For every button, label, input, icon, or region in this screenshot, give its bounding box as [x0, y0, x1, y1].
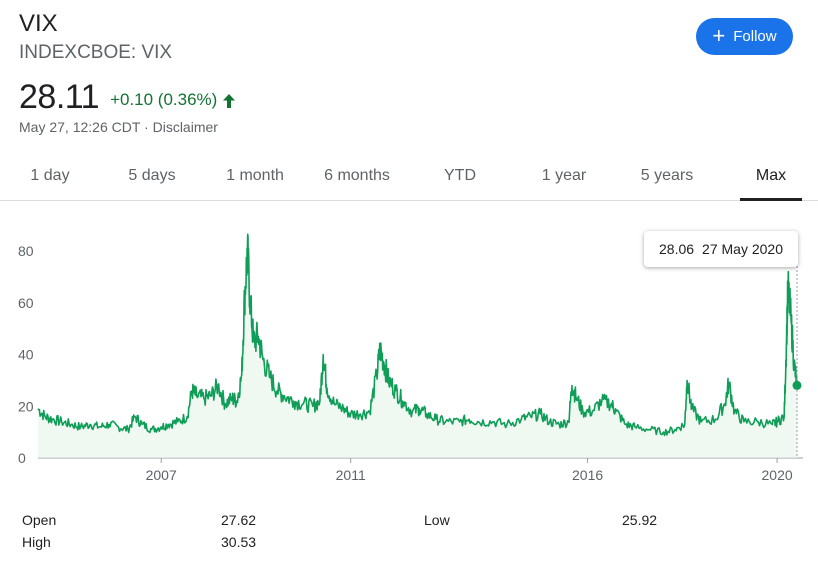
- y-tick-label: 20: [18, 398, 34, 414]
- open-value: 27.62: [221, 512, 257, 528]
- follow-label: Follow: [733, 28, 777, 45]
- separator: ·: [144, 119, 149, 135]
- series-line: [37, 233, 798, 437]
- y-tick-label: 80: [18, 243, 34, 259]
- x-tick-label: 2011: [336, 467, 366, 483]
- plus-icon: +: [712, 22, 726, 48]
- x-tick-label: 2007: [146, 467, 177, 483]
- x-tick-label: 2016: [572, 467, 603, 483]
- tab-5-years[interactable]: 5 years: [640, 167, 694, 184]
- price-change: +0.10 (0.36%): [110, 90, 218, 109]
- price-meta: May 27, 12:26 CDT · Disclaimer: [19, 119, 218, 135]
- follow-button[interactable]: + Follow: [696, 18, 793, 55]
- high-value: 30.53: [221, 534, 257, 550]
- price-row: 28.11 +0.10 (0.36%): [19, 78, 236, 117]
- y-tick-label: 0: [18, 450, 26, 466]
- series-area: [38, 234, 797, 458]
- tab-5-days[interactable]: 5 days: [128, 167, 176, 184]
- y-tick-label: 60: [18, 295, 34, 311]
- timestamp: May 27, 12:26 CDT: [19, 119, 141, 135]
- y-tick-label: 40: [18, 347, 34, 363]
- current-price: 28.11: [19, 78, 100, 116]
- tab-1-year[interactable]: 1 year: [541, 167, 587, 184]
- tooltip-date: 27 May 2020: [702, 241, 783, 257]
- tab-6-months[interactable]: 6 months: [324, 167, 390, 184]
- tab-ytd[interactable]: YTD: [444, 167, 476, 184]
- open-label: Open: [22, 512, 57, 528]
- tab-1-day[interactable]: 1 day: [30, 167, 70, 184]
- low-label: Low: [424, 512, 450, 528]
- tooltip-value: 28.06: [659, 241, 695, 257]
- exchange-label: INDEXCBOE: VIX: [19, 42, 173, 63]
- tab-1-month[interactable]: 1 month: [226, 167, 284, 184]
- vix-chart[interactable]: 0 20 40 60 80 2007 2011 2016 2020: [0, 220, 818, 490]
- ticker-symbol: VIX: [19, 10, 58, 37]
- x-tick-label: 2020: [762, 467, 793, 483]
- range-tabs: 1 day 5 days 1 month 6 months YTD 1 year…: [0, 152, 818, 201]
- disclaimer-link[interactable]: Disclaimer: [152, 119, 218, 135]
- arrow-up-icon: [223, 94, 236, 108]
- chart-tooltip: 28.06 27 May 2020: [644, 231, 798, 267]
- current-point-marker: [792, 380, 802, 390]
- low-value: 25.92: [622, 512, 658, 528]
- high-label: High: [22, 534, 51, 550]
- tab-max[interactable]: Max: [740, 152, 802, 201]
